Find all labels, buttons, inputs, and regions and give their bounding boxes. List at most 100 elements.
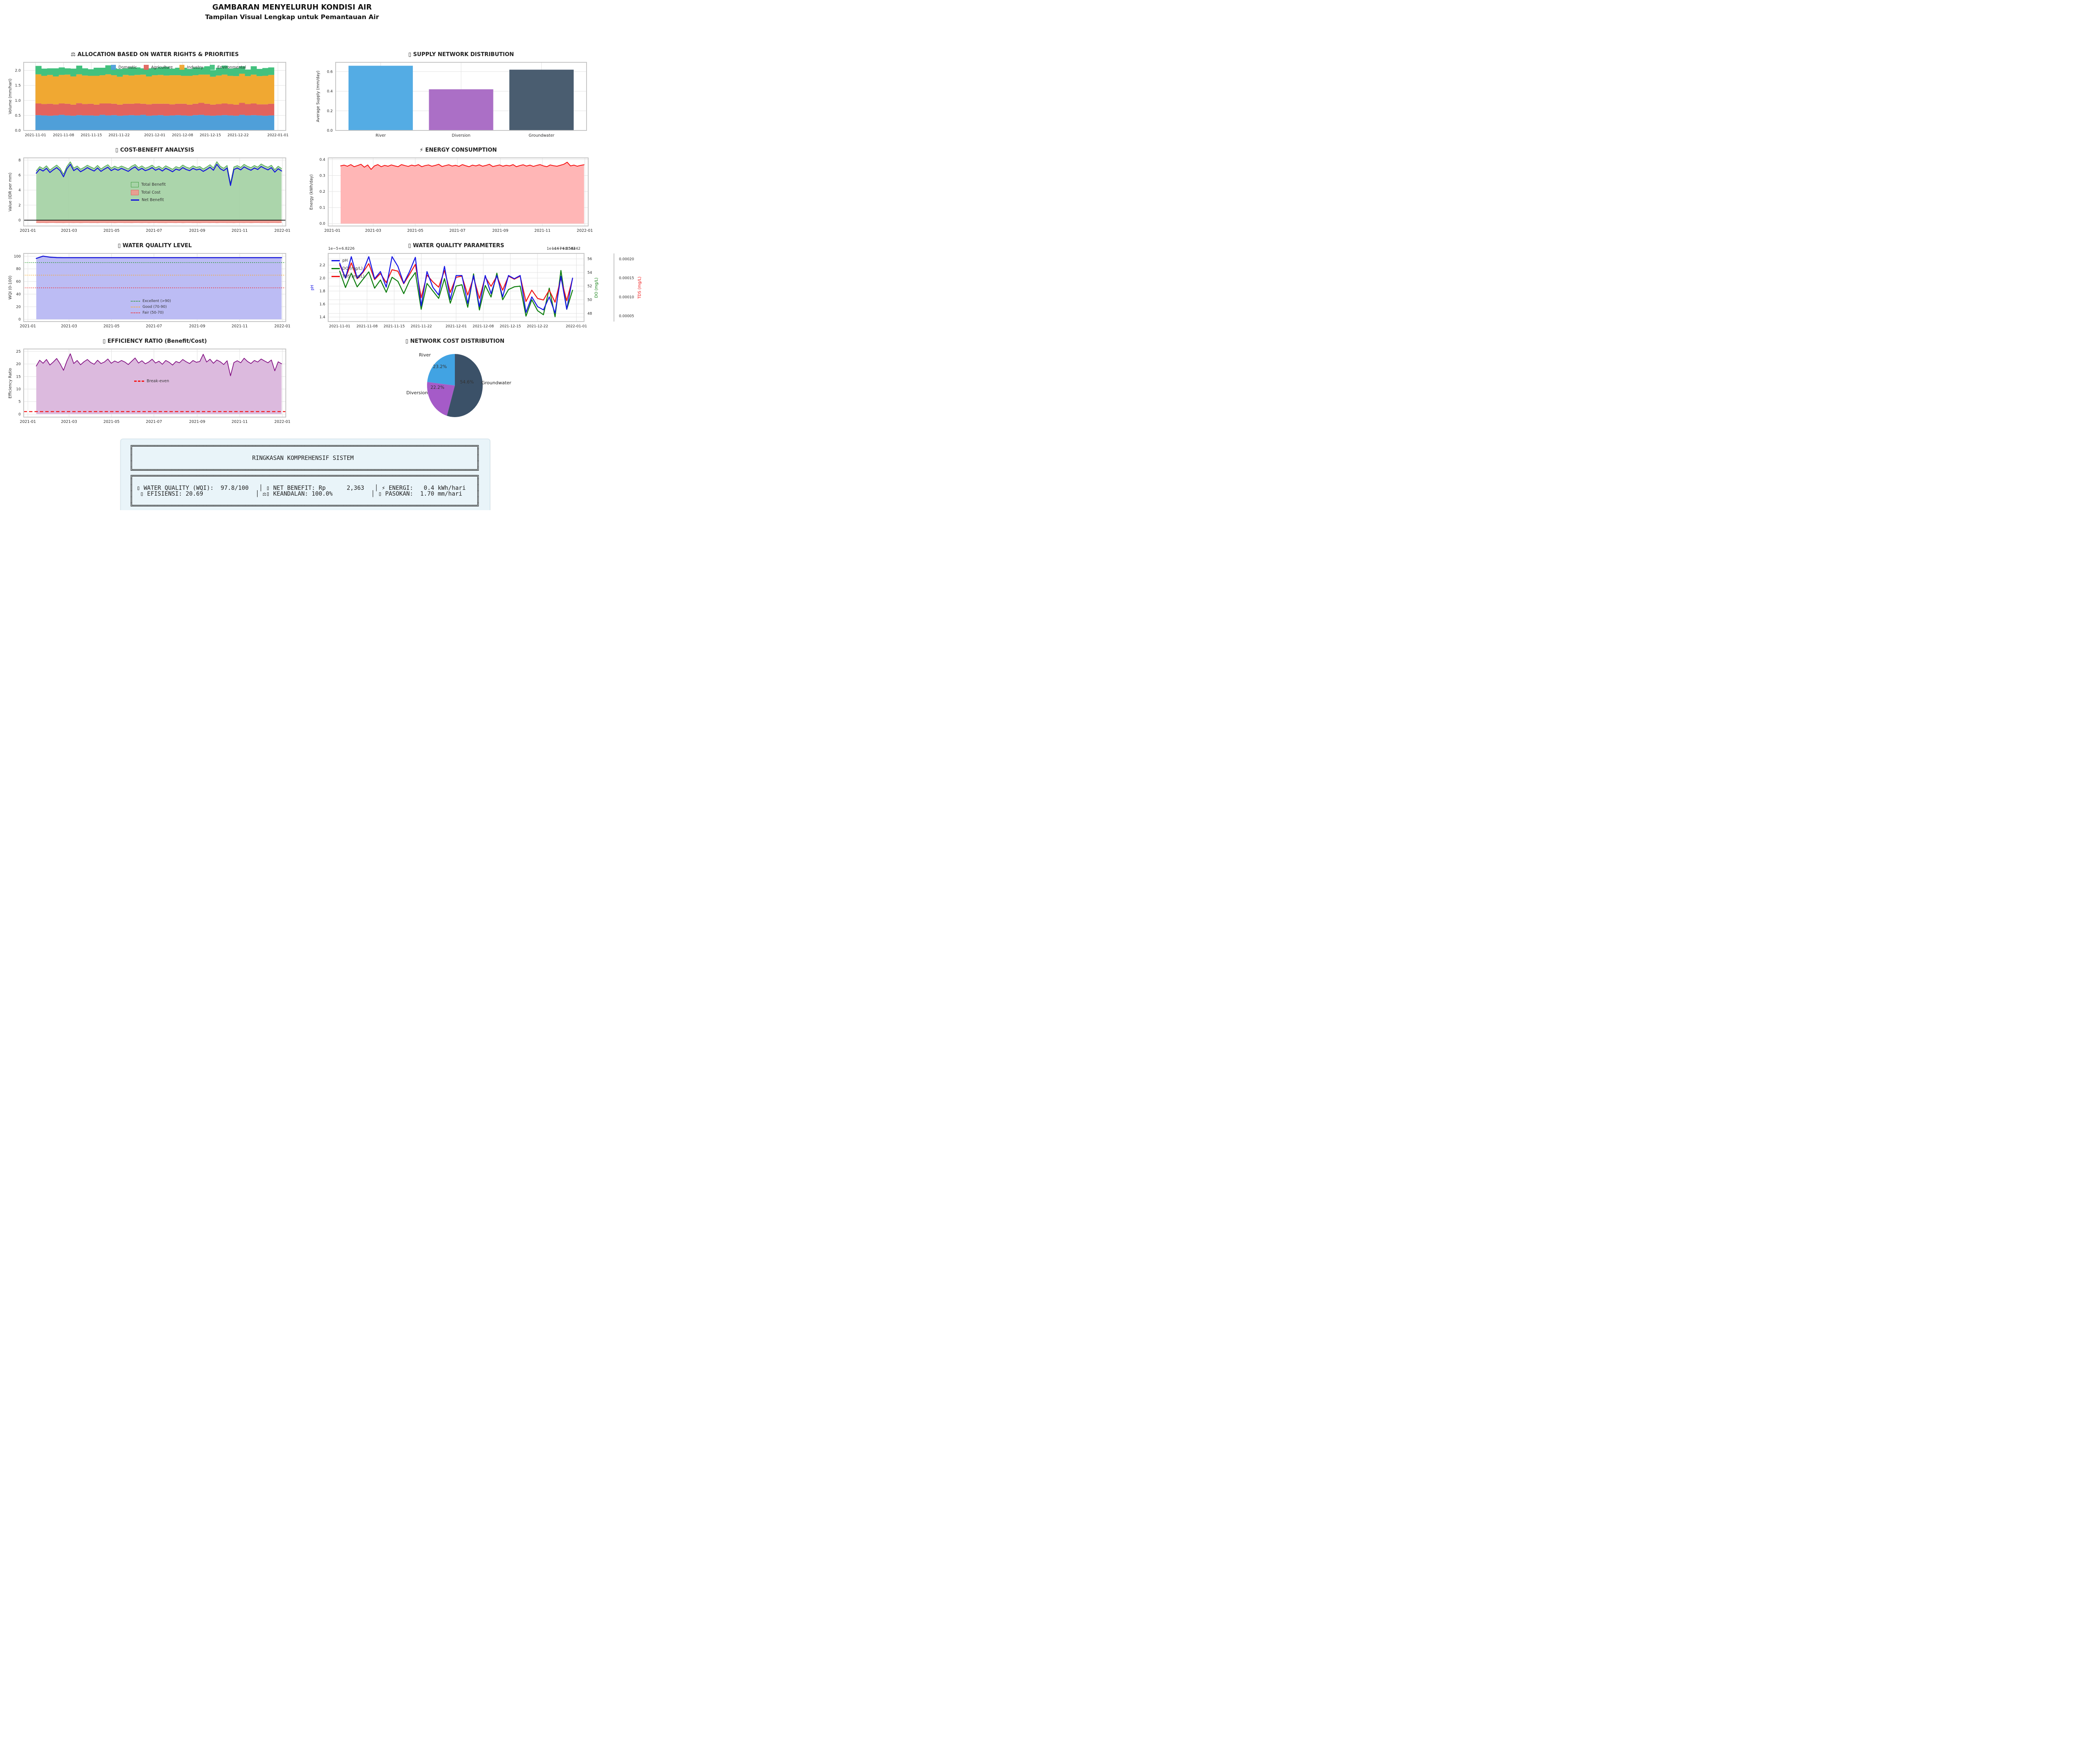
svg-text:100: 100: [14, 255, 21, 259]
svg-text:2021-05: 2021-05: [103, 324, 120, 329]
params-chart-canvas: 1.4 1.6 1.8 2.0 2.2 2021-11-01 2021-11-08 2021-…: [319, 253, 634, 329]
domestic-swatch-icon: [111, 65, 116, 70]
svg-text:2021-03: 2021-03: [61, 228, 77, 233]
svg-text:2021-11-15: 2021-11-15: [383, 324, 405, 329]
svg-text:0.0: 0.0: [327, 129, 333, 133]
svg-text:2021-09: 2021-09: [189, 228, 205, 233]
svg-text:1.4: 1.4: [319, 315, 325, 319]
energy-ylabel: Energy (kWh/day): [309, 174, 314, 210]
legend-item: Net Benefit: [131, 198, 166, 202]
svg-text:56: 56: [587, 257, 592, 261]
svg-text:2.0: 2.0: [319, 276, 325, 280]
svg-text:2021-11: 2021-11: [232, 324, 248, 329]
legend-label: Environmental: [217, 65, 246, 70]
costbenefit-chart: 0 2 4 6 8 2021-01 2021-03 2021-05 2021-07 2021-09…: [6, 146, 293, 243]
svg-text:0.00010: 0.00010: [619, 295, 634, 300]
network-cost-chart-canvas: [427, 354, 483, 417]
svg-text:2022-01-01: 2022-01-01: [566, 324, 587, 329]
legend-item: DO (mg/L): [331, 266, 364, 271]
svg-text:2.2: 2.2: [319, 263, 325, 268]
svg-text:5: 5: [18, 400, 21, 404]
svg-text:2021-12-01: 2021-12-01: [445, 324, 466, 329]
costbenefit-legend: Total Benefit Total Cost Net Benefit: [131, 182, 166, 202]
svg-text:0.4: 0.4: [327, 90, 333, 94]
supply-chart: 0.0 0.2 0.4 0.6 River Diversion Groundwater ▯ …: [307, 51, 631, 147]
do-line-swatch-icon: [331, 268, 340, 269]
summary-ascii-box: ╔═══════════════════════════════════════…: [130, 443, 480, 510]
svg-text:2021-03: 2021-03: [61, 324, 77, 329]
svg-text:2022-01: 2022-01: [577, 228, 593, 233]
svg-text:2021-09: 2021-09: [189, 324, 205, 329]
legend-label: Break-even: [147, 379, 169, 383]
svg-text:15: 15: [16, 375, 21, 379]
svg-text:52: 52: [587, 285, 592, 289]
pie-pct-river: 23.2%: [433, 364, 447, 369]
allocation-title: ⚖ ALLOCATION BASED ON WATER RIGHTS & PRI…: [71, 52, 239, 58]
params-ylabel-tds: TDS (mg/L): [637, 276, 642, 299]
svg-text:0.00015: 0.00015: [619, 276, 634, 280]
allocation-legend: Domestic Agriculture Industry Environmen…: [111, 65, 246, 70]
svg-text:2021-11-08: 2021-11-08: [356, 324, 378, 329]
efficiency-title: ▯ EFFICIENCY RATIO (Benefit/Cost): [103, 338, 207, 344]
svg-text:2021-01: 2021-01: [20, 228, 36, 233]
legend-item: Good (70-90): [131, 305, 171, 309]
svg-text:0.2: 0.2: [327, 109, 333, 113]
pie-label-groundwater: Groundwater: [481, 380, 511, 386]
efficiency-legend: Break-even: [134, 379, 169, 383]
network-cost-chart: ▯ NETWORK COST DISTRIBUTION River Divers…: [307, 337, 598, 434]
svg-text:0.0: 0.0: [15, 129, 21, 133]
wqi-ylabel: WQI (0-100): [8, 275, 13, 300]
svg-text:2021-05: 2021-05: [407, 228, 423, 233]
costbenefit-title: ▯ COST-BENEFIT ANALYSIS: [115, 147, 194, 153]
svg-text:2021-11-22: 2021-11-22: [411, 324, 432, 329]
svg-text:2021-01: 2021-01: [20, 420, 36, 424]
svg-text:2021-09: 2021-09: [492, 228, 508, 233]
svg-text:0.5: 0.5: [15, 114, 21, 118]
efficiency-chart-canvas: 0 5 10 15 20 25 2021-01 2021-03 2021-05 2021-07 20…: [16, 349, 290, 424]
main-title: GAMBARAN MENYELURUH KONDISI AIR: [212, 3, 372, 12]
svg-text:1.5: 1.5: [15, 84, 21, 88]
svg-text:2021-11-15: 2021-11-15: [81, 133, 102, 138]
params-ylabel-do: DO (mg/L): [594, 277, 599, 298]
svg-text:2021-12-08: 2021-12-08: [473, 324, 494, 329]
legend-label: Good (70-90): [142, 305, 167, 309]
legend-item: Industry: [179, 65, 203, 70]
svg-text:2021-11: 2021-11: [232, 420, 248, 424]
svg-text:2021-03: 2021-03: [61, 420, 77, 424]
svg-text:2021-11: 2021-11: [232, 228, 248, 233]
svg-text:2021-05: 2021-05: [103, 228, 120, 233]
supply-title: ▯ SUPPLY NETWORK DISTRIBUTION: [408, 52, 514, 58]
svg-text:Groundwater: Groundwater: [529, 133, 555, 138]
wqi-title: ▯ WATER QUALITY LEVEL: [118, 243, 192, 249]
svg-text:2021-07: 2021-07: [449, 228, 466, 233]
excellent-threshold-swatch-icon: [131, 301, 140, 302]
do-axis-offset: 1e−16+6.8542: [547, 247, 576, 251]
svg-text:2021-07: 2021-07: [146, 420, 162, 424]
legend-item: Agriculture: [143, 65, 173, 70]
efficiency-ylabel: Efficiency Ratio: [8, 368, 13, 398]
svg-text:40: 40: [16, 292, 21, 297]
svg-text:60: 60: [16, 280, 21, 284]
params-title: ▯ WATER QUALITY PARAMETERS: [408, 243, 504, 249]
svg-text:2021-12-08: 2021-12-08: [172, 133, 193, 138]
water-dashboard: GAMBARAN MENYELURUH KONDISI AIR Tampilan…: [0, 0, 643, 510]
svg-text:2021-11-01: 2021-11-01: [25, 133, 46, 138]
costbenefit-chart-canvas: 0 2 4 6 8 2021-01 2021-03 2021-05 2021-07 2021-09…: [18, 157, 290, 233]
svg-text:0.00020: 0.00020: [619, 258, 634, 262]
svg-text:1.0: 1.0: [15, 99, 21, 103]
industry-swatch-icon: [179, 65, 185, 70]
svg-text:2022-01: 2022-01: [274, 228, 290, 233]
svg-text:48: 48: [587, 312, 592, 316]
tds-axis-offset: 1e−7+0.58442: [552, 247, 581, 251]
svg-text:0: 0: [18, 413, 21, 417]
svg-text:2022-01-01: 2022-01-01: [268, 133, 289, 138]
svg-text:20: 20: [16, 362, 21, 366]
pie-pct-groundwater: 54.6%: [460, 380, 474, 385]
legend-label: Total Cost: [141, 190, 161, 195]
legend-label: pH: [342, 258, 348, 263]
wqi-chart-canvas: 0 20 40 60 80 100 2021-01 2021-03 2021-05 2021-07…: [14, 253, 290, 329]
svg-text:1.8: 1.8: [319, 290, 325, 294]
summary-panel: ╔═══════════════════════════════════════…: [120, 439, 490, 510]
legend-item: Environmental: [210, 65, 246, 70]
params-chart: 1.4 1.6 1.8 2.0 2.2 2021-11-01 2021-11-08 2021-…: [307, 242, 643, 338]
